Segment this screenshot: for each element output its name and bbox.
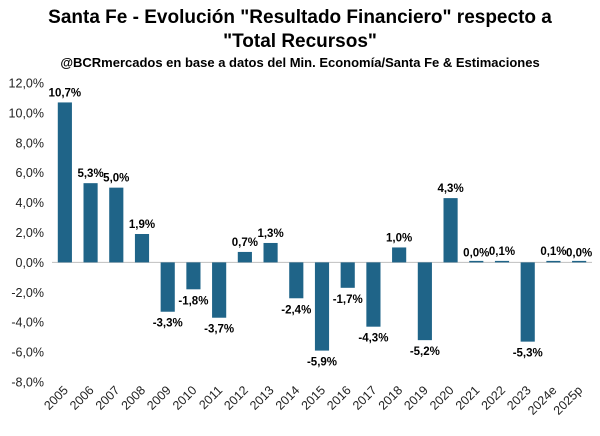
y-tick-label: 2,0% [16,226,45,240]
data-label: 0,0% [566,247,592,259]
data-label: 1,0% [386,232,412,244]
bar [109,187,124,263]
x-tick-label: 2008 [119,383,149,413]
bar [392,247,407,263]
y-tick-label: 8,0% [16,136,45,150]
bar [57,102,72,263]
x-tick-label: 2025p [551,383,586,418]
x-tick-label: 2016 [324,383,354,413]
x-tick-label: 2009 [144,383,174,413]
x-tick-label: 2012 [221,383,251,413]
bar [443,198,458,263]
bar [417,262,432,341]
x-tick-label: 2006 [67,383,97,413]
y-tick-label: 10,0% [9,106,44,120]
y-tick-label: -2,0% [11,286,44,300]
data-label: 0,1% [489,246,515,258]
x-tick-label: 2018 [376,383,406,413]
y-tick-label: 4,0% [16,196,45,210]
data-label: -1,8% [178,295,208,307]
x-tick-label: 2011 [196,383,225,412]
chart-title: Santa Fe - Evolución "Resultado Financie… [0,6,600,54]
x-tick-label: 2015 [299,383,329,413]
data-label: -4,3% [358,333,388,345]
bar [520,262,535,342]
bar [186,262,201,290]
bar [237,251,252,263]
data-label: -5,3% [513,348,543,360]
data-label: 0,7% [232,237,258,249]
bar [469,260,484,263]
bar [134,233,150,263]
y-tick-label: -6,0% [11,346,44,360]
y-tick-label: 6,0% [16,166,45,180]
bar [83,183,98,263]
y-tick-label: -8,0% [11,376,44,390]
data-label: -2,4% [281,304,311,316]
x-tick-label: 2005 [41,383,71,413]
x-tick-label: 2022 [479,383,509,413]
x-tick-label: 2010 [170,383,200,413]
x-tick-label: 2007 [93,383,123,413]
chart-subtitle: @BCRmercados en base a datos del Min. Ec… [60,55,540,70]
data-label: -5,9% [307,357,337,369]
data-label: -3,3% [153,318,183,330]
x-tick-label: 2017 [350,383,380,413]
chart-title-line-1: Santa Fe - Evolución "Resultado Financie… [48,7,552,28]
bar [340,262,355,288]
bar [160,262,175,312]
data-label: 1,9% [129,219,155,231]
bar [289,262,304,299]
bar [263,242,278,263]
data-label: 1,3% [257,228,283,240]
data-label: -3,7% [204,324,234,336]
bar [572,260,587,263]
bar [546,260,561,263]
x-tick-label: 2013 [247,383,277,413]
x-tick-label: 2014 [273,383,303,413]
bar [212,262,227,318]
data-label: 0,1% [540,246,566,258]
data-label: 10,7% [49,87,82,99]
data-label: 5,3% [77,168,103,180]
x-tick-label: 2019 [401,383,431,413]
bar [366,262,381,327]
data-label: -5,2% [410,346,440,358]
y-tick-label: 0,0% [16,256,45,270]
y-tick-label: 12,0% [9,77,44,91]
bar [314,262,330,351]
data-label: 5,0% [103,173,129,185]
data-label: 4,3% [437,183,463,195]
data-label: 0,0% [463,247,489,259]
x-tick-label: 2021 [453,383,483,413]
y-tick-label: -4,0% [11,316,44,330]
x-tick-label: 2020 [427,383,457,413]
chart-title-line-2: "Total Recursos" [223,31,377,52]
data-label: -1,7% [333,294,363,306]
bar [494,260,510,263]
